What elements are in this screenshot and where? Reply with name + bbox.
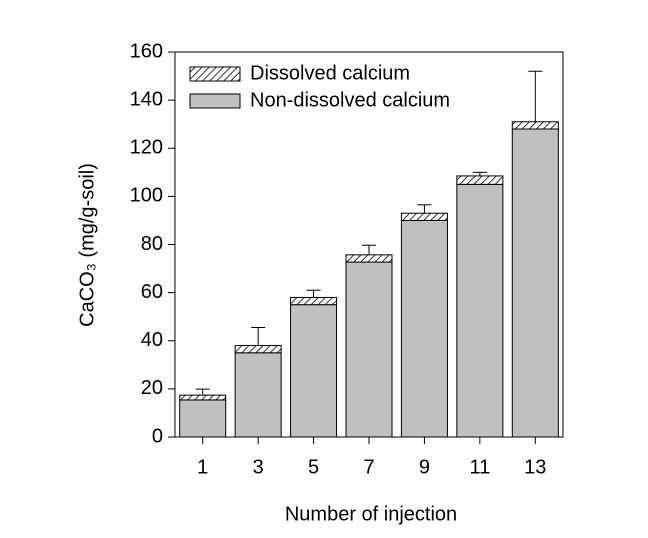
bar-segment xyxy=(234,352,282,438)
y-tick-label: 100 xyxy=(130,185,163,207)
bar-segment xyxy=(345,261,393,438)
x-tick-label: 7 xyxy=(363,456,374,478)
x-tick-label: 3 xyxy=(253,456,264,478)
y-tick-label: 40 xyxy=(141,329,163,351)
x-tick-label: 5 xyxy=(308,456,319,478)
bar-segment xyxy=(234,345,282,354)
bar-segment xyxy=(290,304,338,438)
bar-segment xyxy=(179,394,227,401)
bar-segment xyxy=(345,254,393,263)
bar-segment xyxy=(290,296,338,306)
x-tick-label: 13 xyxy=(524,456,546,478)
plot-frame xyxy=(174,51,564,438)
legend-swatch xyxy=(189,66,241,82)
y-tick-label: 20 xyxy=(141,377,163,399)
bar-segment xyxy=(400,219,448,438)
x-tick-label: 9 xyxy=(419,456,430,478)
y-axis-label: CaCO₃ (mg/g-soil) xyxy=(76,163,98,327)
y-tick-label: 140 xyxy=(130,88,163,110)
x-axis-label: Number of injection xyxy=(285,503,457,525)
bar-segment xyxy=(456,183,504,438)
y-tick-label: 80 xyxy=(141,233,163,255)
bar-segment xyxy=(511,128,559,438)
y-tick-label: 160 xyxy=(130,40,163,62)
x-tick-label: 11 xyxy=(469,456,490,478)
y-tick-label: 120 xyxy=(130,137,163,159)
x-tick-label: 1 xyxy=(197,456,208,478)
legend-swatch xyxy=(189,93,241,109)
bar-segment xyxy=(456,175,504,185)
bar-segment xyxy=(400,212,448,221)
bar-segment xyxy=(179,399,227,438)
legend-label: Non-dissolved calcium xyxy=(250,89,450,111)
legend-label: Dissolved calcium xyxy=(250,62,410,84)
y-tick-label: 60 xyxy=(141,281,163,303)
bar-segment xyxy=(511,121,559,130)
y-tick-label: 0 xyxy=(152,425,163,447)
